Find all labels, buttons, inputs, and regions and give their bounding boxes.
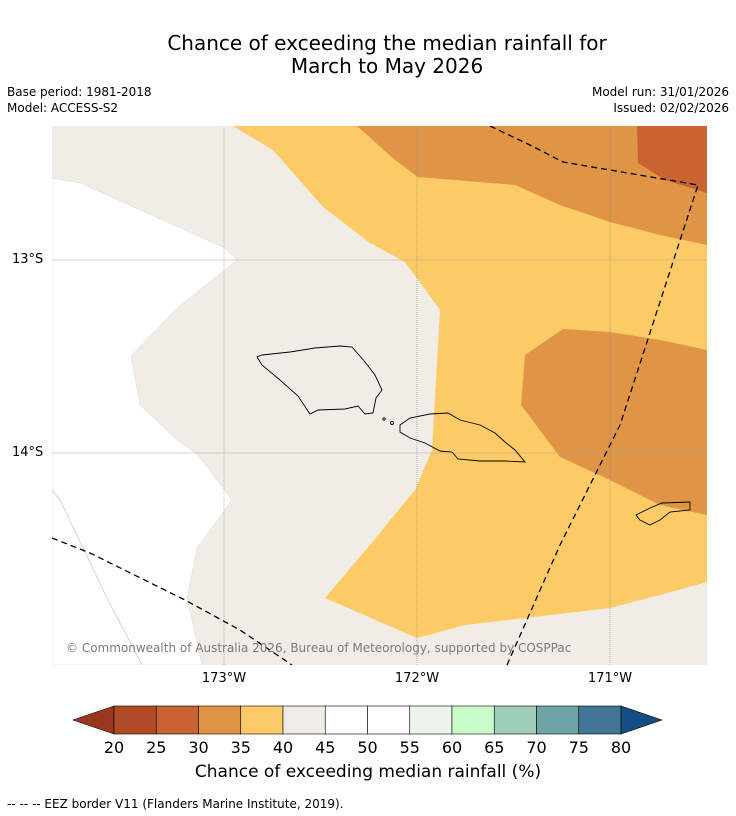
colorbar-tick-80: 80 bbox=[610, 738, 632, 757]
copyright-notice: © Commonwealth of Australia 2026, Bureau… bbox=[66, 641, 572, 655]
lat-label-13s: 13°S bbox=[12, 252, 44, 267]
colorbar-swatch-50-55 bbox=[367, 705, 411, 735]
colorbar-tick-65: 65 bbox=[484, 738, 505, 757]
island-small bbox=[382, 417, 386, 421]
region-45-50 bbox=[52, 177, 238, 665]
region-25-30 bbox=[637, 126, 707, 193]
colorbar-swatch-25-30 bbox=[155, 705, 199, 735]
colorbar-swatch-30-35 bbox=[198, 705, 242, 735]
colorbar-tick-45: 45 bbox=[315, 738, 336, 757]
lon-label-173w: 173°W bbox=[201, 671, 247, 686]
model-name: Model: ACCESS-S2 bbox=[7, 101, 119, 115]
colorbar-swatch-65-70 bbox=[493, 705, 537, 735]
region-30-35-north bbox=[357, 126, 707, 245]
base-period: Base period: 1981-2018 bbox=[7, 85, 152, 99]
colorbar-tick-60: 60 bbox=[441, 738, 463, 757]
meta-right: Model run: 31/01/2026 Issued: 02/02/2026 bbox=[592, 84, 729, 116]
colorbar-tick-35: 35 bbox=[230, 738, 251, 757]
colorbar-tick-20: 20 bbox=[103, 738, 125, 757]
colorbar-swatch-55-60 bbox=[409, 705, 453, 735]
colorbar-tick-55: 55 bbox=[399, 738, 420, 757]
colorbar-swatch-20-25 bbox=[113, 705, 157, 735]
title-line-2: March to May 2026 bbox=[290, 54, 484, 78]
eez-legend: -- -- -- EEZ border V11 (Flanders Marine… bbox=[7, 797, 344, 811]
colorbar-tick-25: 25 bbox=[146, 738, 167, 757]
colorbar-swatch-40-45 bbox=[282, 705, 326, 735]
eez-border bbox=[52, 126, 699, 665]
region-35-40 bbox=[233, 126, 707, 638]
colorbar-tick-70: 70 bbox=[526, 738, 547, 757]
chart-title: Chance of exceeding the median rainfall … bbox=[0, 32, 736, 78]
colorbar bbox=[72, 705, 663, 735]
colorbar-tick-75: 75 bbox=[568, 738, 589, 757]
colorbar-tick-40: 40 bbox=[272, 738, 294, 757]
lat-label-14s: 14°S bbox=[12, 445, 44, 460]
island-small bbox=[390, 421, 394, 425]
colorbar-under-arrow bbox=[72, 705, 115, 735]
colorbar-swatch-35-40 bbox=[240, 705, 284, 735]
colorbar-over-arrow bbox=[620, 705, 663, 735]
island-tutuila bbox=[635, 501, 691, 526]
colorbar-tick-50: 50 bbox=[357, 738, 378, 757]
colorbar-swatch-75-80 bbox=[578, 705, 622, 735]
rainfall-map bbox=[52, 126, 707, 665]
colorbar-swatch-45-50 bbox=[324, 705, 368, 735]
island-savaii bbox=[256, 345, 383, 415]
island-upolu bbox=[399, 412, 527, 463]
model-run: Model run: 31/01/2026 bbox=[591, 85, 729, 99]
islands bbox=[256, 345, 691, 526]
colorbar-label: Chance of exceeding median rainfall (%) bbox=[194, 762, 542, 782]
lon-label-172w: 172°W bbox=[394, 671, 440, 686]
region-30-35-east bbox=[521, 329, 707, 515]
eez-border-east bbox=[489, 126, 699, 665]
eez-border-southwest bbox=[52, 537, 293, 665]
title-line-1: Chance of exceeding the median rainfall … bbox=[167, 31, 607, 55]
meta-left: Base period: 1981-2018 Model: ACCESS-S2 bbox=[7, 84, 152, 116]
lon-label-171w: 171°W bbox=[587, 671, 633, 686]
colorbar-tick-30: 30 bbox=[188, 738, 209, 757]
issued-date: Issued: 02/02/2026 bbox=[613, 101, 729, 115]
colorbar-swatch-70-75 bbox=[536, 705, 580, 735]
gridlines bbox=[52, 126, 707, 665]
colorbar-swatch-60-65 bbox=[451, 705, 495, 735]
